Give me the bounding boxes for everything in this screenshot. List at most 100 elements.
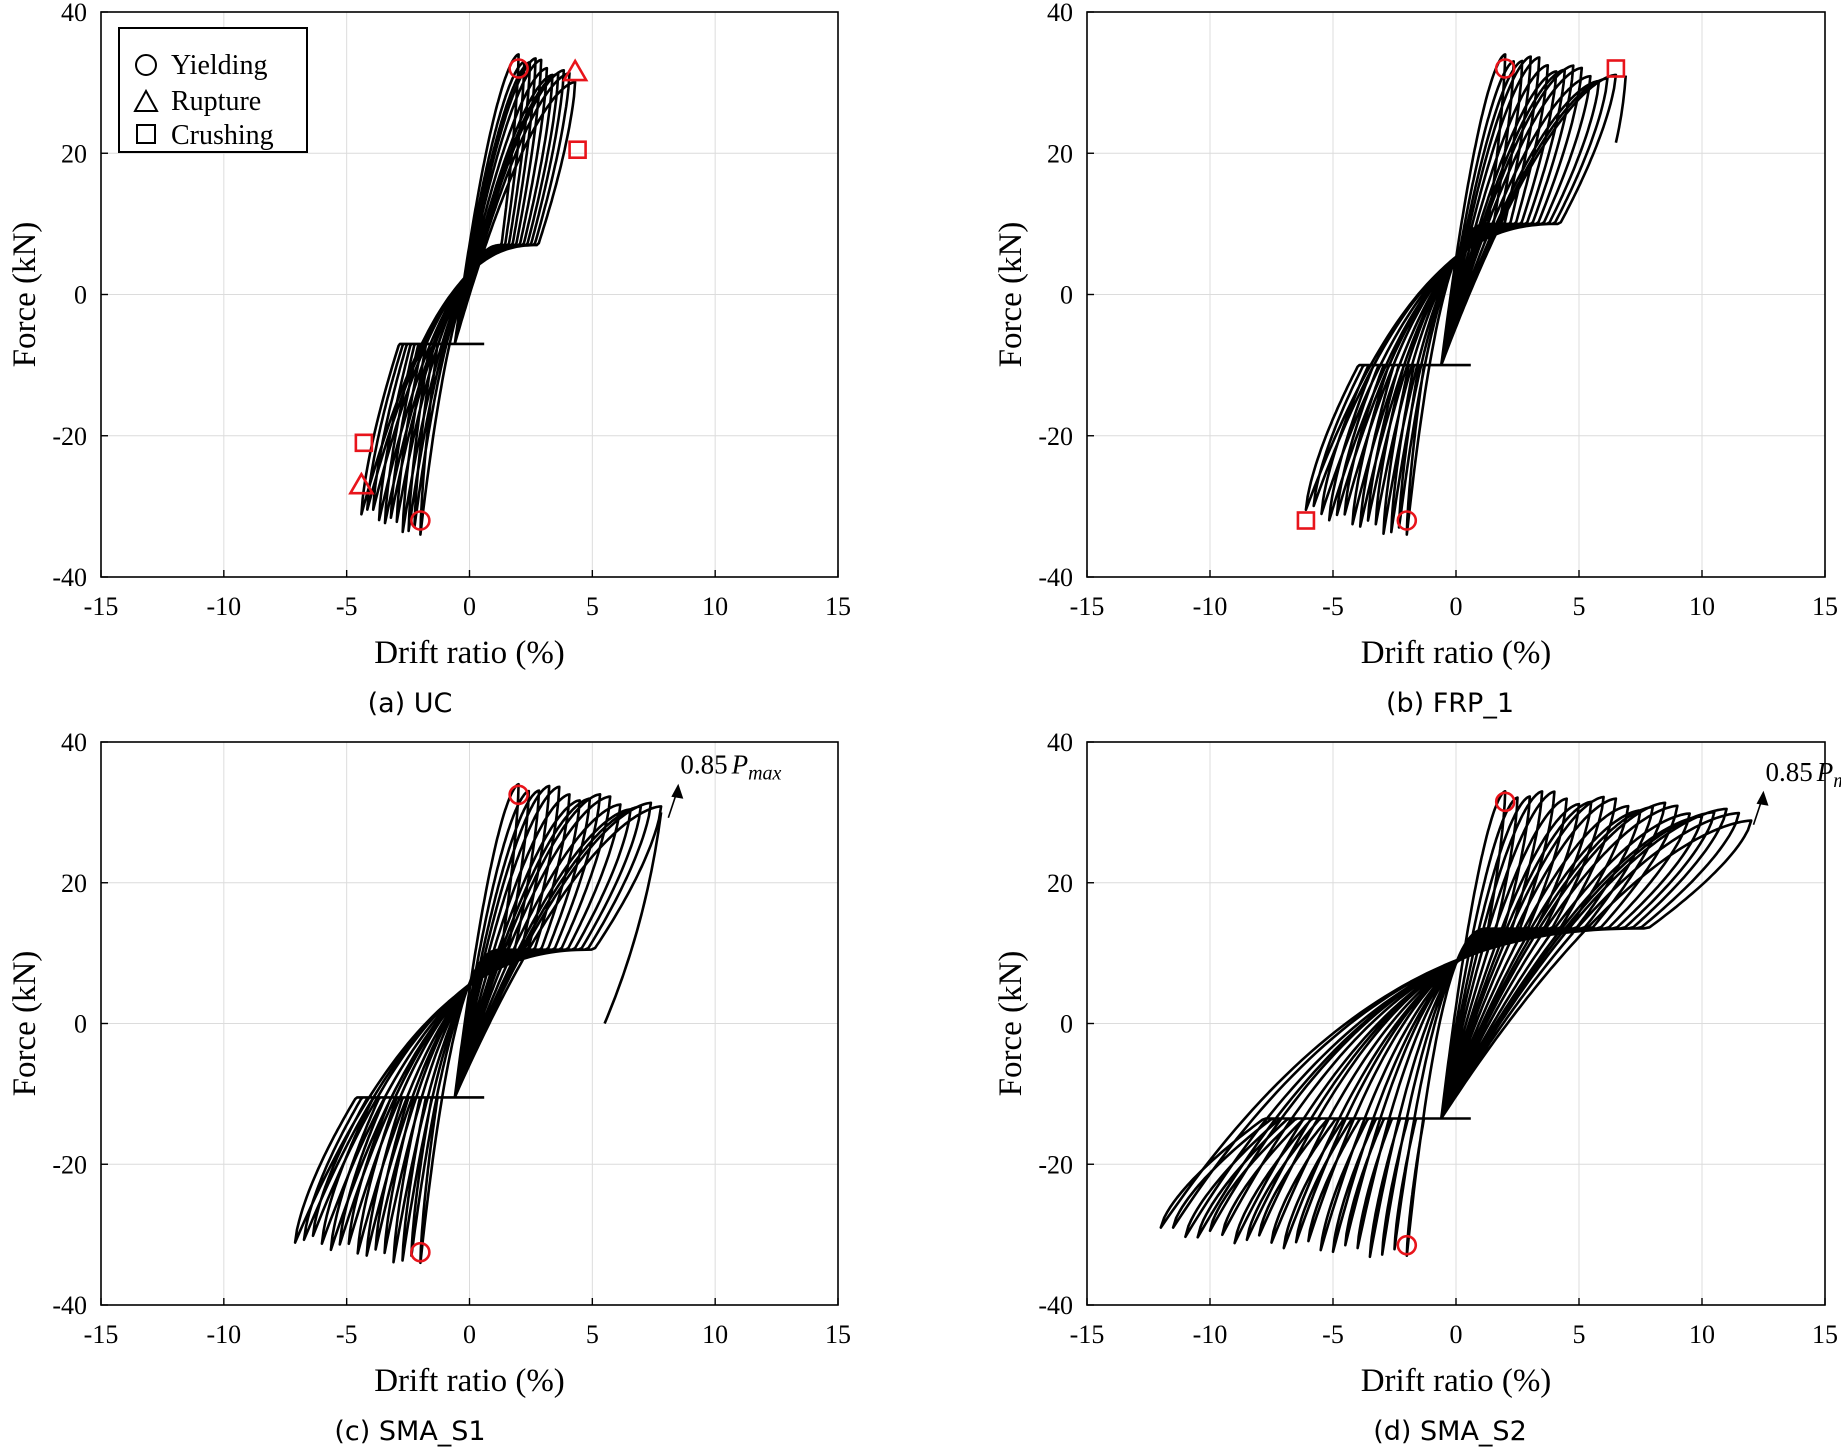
annotation-arrow-head	[1756, 790, 1769, 806]
crushing-marker	[1296, 511, 1316, 530]
y-tick-label: 40	[1047, 0, 1073, 27]
y-tick-label: -40	[52, 563, 87, 592]
x-tick-label: 15	[825, 1320, 851, 1349]
hysteresis-curve	[293, 782, 663, 1265]
yielding-marker	[1494, 791, 1516, 813]
x-tick-label: 0	[463, 592, 476, 621]
x-tick-label: 15	[1812, 1320, 1838, 1349]
legend-box	[118, 27, 308, 153]
y-axis-label: Force (kN)	[7, 951, 43, 1097]
x-axis-label: Drift ratio (%)	[1361, 1363, 1552, 1399]
chart-panel-4: -15 -10 -5 0 5 10 15 -40 -20 0 20 40 Drift ratio (%)…	[993, 728, 1841, 1447]
x-tick-label: 5	[586, 592, 599, 621]
y-tick-label: 0	[74, 281, 87, 310]
yielding-marker	[1494, 58, 1516, 79]
legend-yielding-icon	[135, 54, 157, 76]
annotation-symbol: P	[1816, 757, 1834, 787]
x-tick-label: 10	[1689, 1320, 1715, 1349]
legend-crushing-icon	[136, 124, 156, 144]
x-tick-label: 0	[1450, 1320, 1463, 1349]
hysteresis-curve	[1304, 53, 1618, 536]
y-tick-label: 20	[1047, 869, 1073, 898]
x-tick-label: -15	[1070, 592, 1105, 621]
x-tick-label: 5	[1573, 1320, 1586, 1349]
panel-caption: (a) UC	[368, 688, 453, 719]
y-axis-label: Force (kN)	[993, 222, 1029, 368]
y-tick-label: 0	[1060, 281, 1073, 310]
annotation-symbol: P	[731, 750, 749, 780]
x-tick-label: -5	[1322, 1320, 1344, 1349]
chart-panel-2: -15 -10 -5 0 5 10 15 -40 -20 0 20 40 Drift ratio (%)…	[993, 0, 1838, 719]
x-tick-label: 0	[463, 1320, 476, 1349]
x-tick-label: -15	[1070, 1320, 1105, 1349]
y-tick-label: 20	[61, 869, 87, 898]
y-tick-label: -20	[1038, 1150, 1073, 1179]
x-tick-label: 5	[1573, 592, 1586, 621]
rupture-marker	[561, 58, 589, 82]
x-tick-label: -10	[1193, 1320, 1228, 1349]
crushing-marker	[568, 140, 587, 160]
yielding-marker	[410, 510, 431, 531]
hysteresis-curve	[360, 53, 577, 536]
yielding-marker	[1396, 1234, 1418, 1256]
x-tick-label: 15	[1812, 592, 1838, 621]
y-tick-label: -20	[1038, 422, 1073, 451]
x-tick-label: -10	[206, 1320, 241, 1349]
y-tick-label: 20	[61, 139, 87, 168]
legend-crushing-label: Crushing	[171, 120, 274, 151]
panel-caption: (d) SMA_S2	[1373, 1416, 1527, 1447]
y-tick-label: 40	[1047, 728, 1073, 757]
y-tick-label: 0	[1060, 1010, 1073, 1039]
x-axis-label: Drift ratio (%)	[374, 1363, 565, 1399]
x-tick-label: 15	[825, 592, 851, 621]
legend-rupture-icon	[133, 88, 159, 112]
x-tick-label: 10	[1689, 592, 1715, 621]
x-tick-label: -5	[336, 592, 358, 621]
annotation-prefix: 0.85	[680, 750, 727, 780]
y-axis-label: Force (kN)	[993, 951, 1029, 1097]
yielding-marker	[508, 784, 529, 806]
crushing-marker	[354, 433, 374, 453]
annotation-subscript: max	[748, 763, 781, 785]
y-tick-label: -20	[52, 422, 87, 451]
y-axis-label: Force (kN)	[7, 222, 43, 368]
x-tick-label: -5	[1322, 592, 1344, 621]
x-tick-label: -10	[1193, 592, 1228, 621]
yielding-marker	[1396, 510, 1418, 531]
y-tick-label: 20	[1047, 139, 1073, 168]
hysteresis-curve	[1159, 790, 1753, 1259]
x-tick-label: 10	[702, 592, 728, 621]
crushing-marker	[1606, 59, 1626, 78]
legend-rupture-label: Rupture	[171, 86, 261, 117]
x-tick-label: -15	[84, 1320, 119, 1349]
yielding-marker	[410, 1241, 431, 1263]
annotation-arrow-head	[671, 783, 684, 799]
annotation-prefix: 0.85	[1766, 757, 1813, 787]
x-axis-label: Drift ratio (%)	[374, 635, 565, 671]
y-tick-label: -40	[1038, 1291, 1073, 1320]
degradation-tail	[1614, 75, 1628, 143]
x-tick-label: 5	[586, 1320, 599, 1349]
x-tick-label: -10	[206, 592, 241, 621]
y-tick-label: 0	[74, 1010, 87, 1039]
yielding-marker	[508, 58, 529, 79]
panel-caption: (b) FRP_1	[1386, 688, 1514, 719]
y-tick-label: -20	[52, 1150, 87, 1179]
y-tick-label: 40	[61, 0, 87, 27]
y-tick-label: -40	[52, 1291, 87, 1320]
x-tick-label: 0	[1450, 592, 1463, 621]
y-tick-label: 40	[61, 728, 87, 757]
x-axis-label: Drift ratio (%)	[1361, 635, 1552, 671]
chart-panel-1: -15 -10 -5 0 5 10 15 -40 -20 0 20 40 Drift ratio (%)…	[7, 0, 851, 719]
panel-caption: (c) SMA_S1	[334, 1416, 485, 1447]
degradation-tail	[603, 812, 663, 1025]
x-tick-label: -15	[84, 592, 119, 621]
legend-yielding-label: Yielding	[171, 50, 267, 81]
x-tick-label: 10	[702, 1320, 728, 1349]
annotation-subscript: max	[1833, 770, 1841, 792]
y-tick-label: -40	[1038, 563, 1073, 592]
